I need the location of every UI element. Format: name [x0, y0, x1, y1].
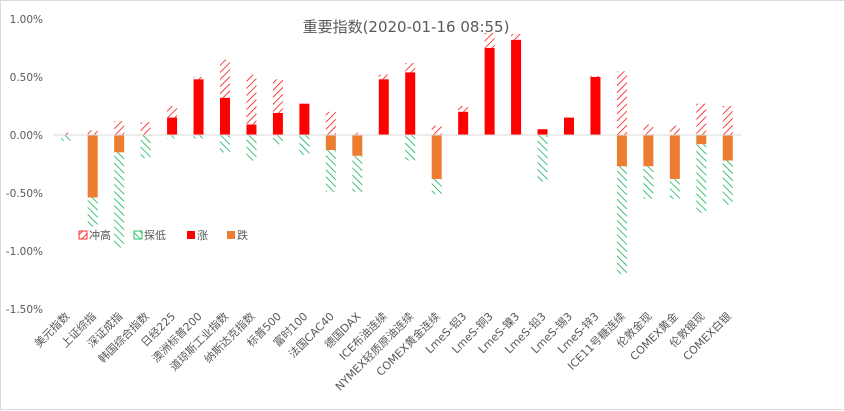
up-bar	[272, 112, 283, 135]
high-bar	[87, 130, 98, 135]
low-bar	[643, 166, 654, 199]
legend-label: 冲高	[89, 228, 111, 242]
y-tick-label: -1.00%	[6, 246, 43, 258]
low-bar	[246, 135, 257, 161]
up-bar	[193, 79, 204, 135]
low-bar	[220, 135, 230, 153]
low-bar	[140, 135, 151, 159]
legend-label: 跌	[237, 228, 248, 242]
up-bar	[405, 72, 416, 135]
up-bar	[458, 111, 469, 135]
high-bar	[484, 32, 495, 48]
x-axis: 美元指数上证综指深证成指韩国综合指数日经225澳洲标普200道琼斯工业指数纳斯达…	[31, 134, 741, 393]
low-bar	[405, 135, 416, 161]
high-bar	[643, 124, 654, 135]
down-bar	[669, 135, 680, 180]
low-bar	[537, 135, 548, 182]
low-bar	[352, 155, 363, 192]
high-bar	[405, 63, 416, 73]
up-bar	[299, 103, 310, 135]
down-bar	[696, 135, 707, 145]
down-bar	[114, 135, 125, 153]
high-bar	[616, 71, 627, 135]
low-bar	[61, 135, 72, 141]
low-bar	[299, 135, 310, 155]
high-bar	[167, 106, 178, 118]
high-bar	[722, 106, 733, 135]
high-bar	[220, 59, 230, 98]
high-bar	[352, 132, 363, 135]
y-tick-label: 1.00%	[10, 14, 43, 26]
down-bar	[431, 135, 442, 180]
legend-label: 涨	[197, 229, 208, 242]
high-bar	[696, 103, 707, 135]
y-axis: 1.00% 0.50% 0.00% -0.50% -1.00% -1.50%	[6, 14, 43, 316]
up-bar	[246, 124, 257, 135]
up-bar	[167, 117, 178, 135]
legend: 冲高 探低 涨 跌	[78, 228, 248, 242]
up-bar	[511, 39, 522, 135]
low-bar	[722, 160, 733, 205]
high-bar	[140, 122, 151, 135]
up-bar	[537, 129, 548, 135]
high-bar	[669, 125, 680, 135]
low-bar	[167, 135, 178, 139]
high-bar	[246, 74, 257, 125]
legend-swatch	[187, 231, 195, 239]
down-bar	[616, 135, 627, 167]
high-bar	[511, 34, 522, 40]
low-bar	[87, 197, 98, 227]
low-bar	[325, 150, 336, 192]
high-bar	[378, 74, 389, 80]
y-tick-label: 0.00%	[10, 130, 43, 142]
up-bar	[484, 48, 495, 135]
low-bar	[696, 144, 707, 213]
low-bar	[272, 135, 283, 145]
low-bar	[669, 179, 680, 199]
y-tick-label: -1.50%	[6, 304, 43, 316]
up-bar	[378, 79, 389, 135]
high-bar	[590, 75, 601, 77]
up-bar	[590, 77, 601, 135]
legend-swatch	[227, 231, 235, 239]
low-bar	[193, 135, 204, 139]
legend-swatch	[133, 230, 143, 240]
up-bar	[220, 97, 230, 135]
high-bar	[325, 111, 336, 135]
high-bar	[114, 121, 125, 135]
high-bar	[458, 106, 469, 112]
bars-layer	[61, 32, 733, 275]
legend-label: 探低	[144, 229, 166, 242]
low-bar	[616, 166, 627, 275]
down-bar	[722, 135, 733, 161]
y-tick-label: -0.50%	[6, 188, 43, 200]
low-bar	[431, 179, 442, 195]
legend-swatch	[78, 230, 88, 240]
low-bar	[114, 152, 125, 248]
high-bar	[272, 79, 283, 113]
y-tick-label: 0.50%	[10, 72, 43, 84]
down-bar	[325, 135, 336, 151]
high-bar	[61, 132, 72, 135]
down-bar	[87, 135, 98, 198]
chart-title: 重要指数(2020-01-16 08:55)	[303, 18, 510, 36]
high-bar	[431, 125, 442, 135]
down-bar	[643, 135, 654, 167]
down-bar	[352, 135, 363, 156]
up-bar	[564, 117, 574, 135]
high-bar	[193, 77, 204, 80]
